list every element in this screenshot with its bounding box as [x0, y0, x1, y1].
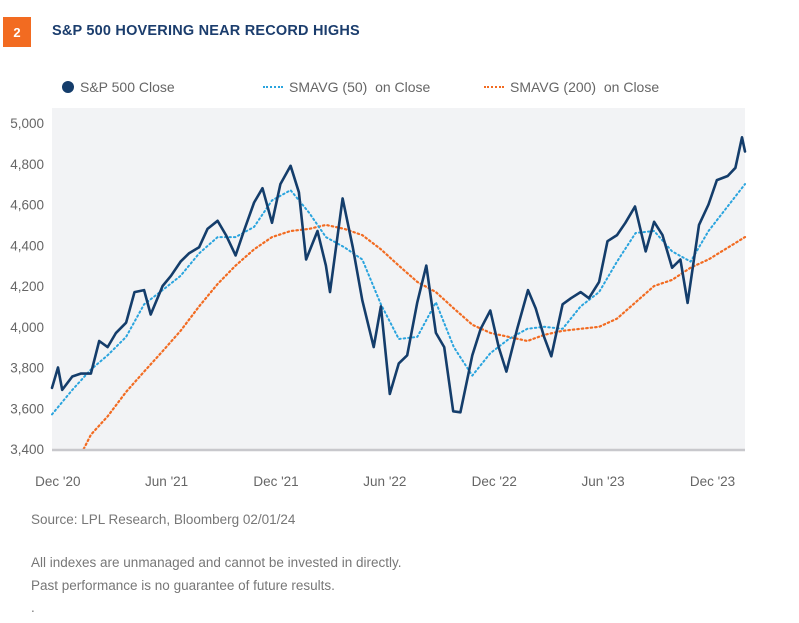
chart-title: S&P 500 HOVERING NEAR RECORD HIGHS — [52, 23, 360, 39]
x-tick-label: Dec '22 — [472, 474, 517, 489]
y-tick-label: 4,200 — [10, 279, 44, 294]
y-tick-label: 5,000 — [10, 116, 44, 131]
disclaimer-text: Past performance is no guarantee of futu… — [31, 578, 335, 593]
legend-item-sma50: SMAVG (50) on Close — [263, 79, 430, 95]
y-tick-label: 4,800 — [10, 157, 44, 172]
line-chart: 3,400 3,600 3,800 4,000 4,200 4,400 4,600 4,800… — [10, 108, 747, 489]
y-tick-label: 4,000 — [10, 320, 44, 335]
y-tick-label: 3,800 — [10, 361, 44, 376]
x-tick-label: Jun '23 — [582, 474, 625, 489]
legend-dot-icon — [62, 81, 74, 93]
legend-dotted-line-icon — [263, 86, 283, 88]
y-tick-label: 3,400 — [10, 442, 44, 457]
series-line-close — [50, 136, 747, 414]
x-tick-label: Dec '23 — [690, 474, 735, 489]
figure-number-badge: 2 — [3, 17, 31, 47]
legend-item-close: S&P 500 Close — [62, 79, 175, 95]
y-tick-label: 3,600 — [10, 401, 44, 416]
x-tick-label: Dec '20 — [35, 474, 80, 489]
legend-label: SMAVG (200) on Close — [510, 79, 660, 95]
y-tick-label: 4,600 — [10, 198, 44, 213]
legend-dotted-line-icon — [484, 86, 504, 88]
x-tick-label: Jun '21 — [145, 474, 188, 489]
trailing-dot: . — [31, 600, 35, 615]
y-tick-label: 4,400 — [10, 238, 44, 253]
legend-item-sma200: SMAVG (200) on Close — [484, 79, 659, 95]
series-line-sma200 — [82, 223, 747, 451]
series-line-sma50 — [51, 183, 746, 416]
legend-label: SMAVG (50) on Close — [289, 79, 431, 95]
x-tick-label: Dec '21 — [253, 474, 298, 489]
source-note: Source: LPL Research, Bloomberg 02/01/24 — [31, 512, 296, 527]
x-tick-label: Jun '22 — [363, 474, 406, 489]
plot-area — [52, 108, 745, 450]
disclaimer-text: All indexes are unmanaged and cannot be … — [31, 555, 402, 570]
legend-label: S&P 500 Close — [80, 79, 175, 95]
